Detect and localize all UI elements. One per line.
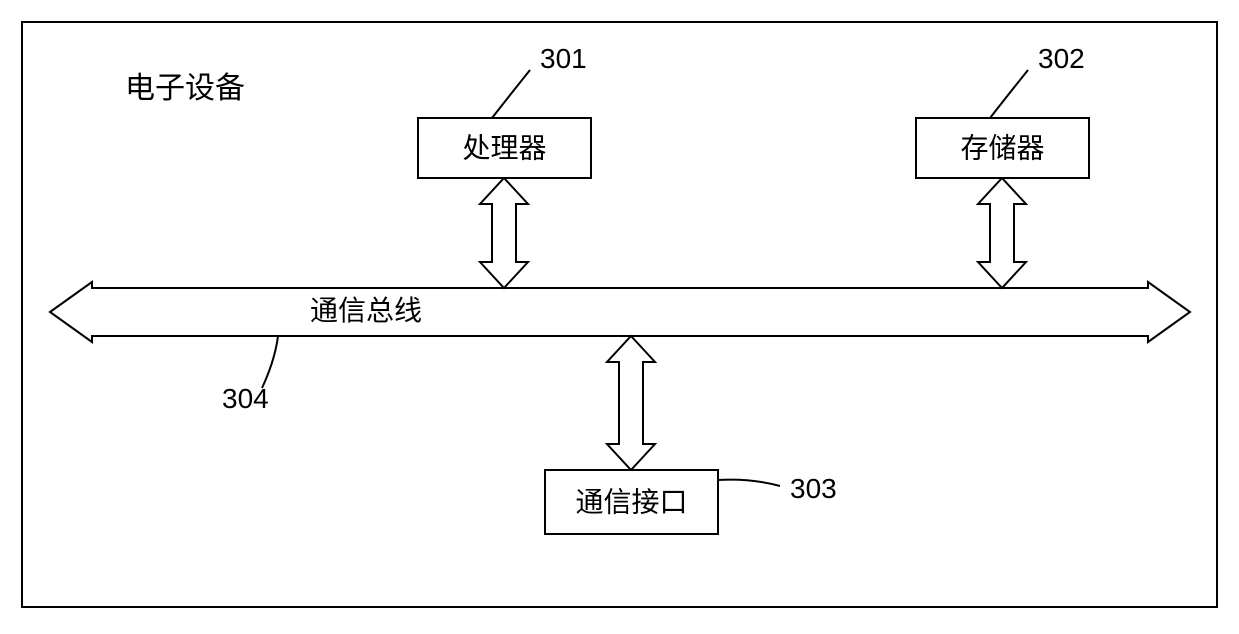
bus-refnum: 304 [222, 383, 269, 414]
memory-refnum: 302 [1038, 43, 1085, 74]
processor-leader [492, 70, 530, 118]
bus-label: 通信总线 [310, 295, 422, 326]
connector-memory-bus [978, 178, 1026, 288]
diagram-svg: 电子设备通信总线 处理器 存储器通信接口 301 302 303 304 [0, 0, 1239, 629]
connector-interface-bus [607, 336, 655, 470]
comm-interface-leader [718, 480, 780, 486]
bus-leader [262, 336, 278, 388]
title-text: 电子设备 [125, 72, 245, 105]
memory-leader [990, 70, 1028, 118]
comm-interface-refnum: 303 [790, 473, 837, 504]
connector-processor-bus [480, 178, 528, 288]
memory-label: 存储器 [960, 133, 1044, 164]
communication-bus [50, 282, 1190, 342]
processor-label: 处理器 [462, 133, 546, 164]
comm-interface-label: 通信接口 [575, 487, 687, 518]
processor-refnum: 301 [540, 43, 587, 74]
